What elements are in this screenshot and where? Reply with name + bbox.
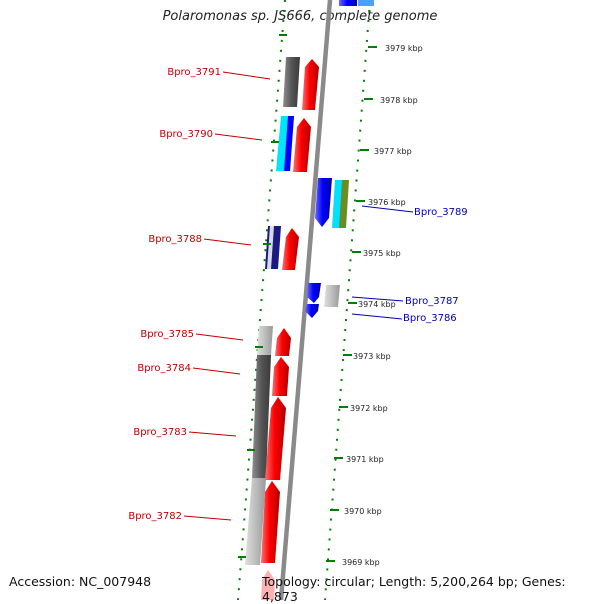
label-bpro-3786[interactable]: Bpro_3786: [403, 313, 457, 324]
gene-bpro-3789[interactable]: [315, 178, 332, 227]
tick-label-3976: 3976 kbp: [368, 198, 406, 207]
tick-label-3978: 3978 kbp: [380, 96, 418, 105]
left-tick-rail: [237, 0, 286, 600]
tick-label-3974: 3974 kbp: [358, 300, 396, 309]
gene-bpro-3784[interactable]: [272, 357, 289, 396]
tick-label-3975: 3975 kbp: [363, 249, 401, 258]
gene-bpro-3790[interactable]: [293, 118, 311, 172]
leader-bpro-3784: [192, 367, 241, 375]
leader-bpro-3790: [214, 133, 263, 141]
gene-bpro-3791-gray[interactable]: [283, 57, 300, 107]
genome-backbone: [278, 0, 333, 600]
label-bpro-3784[interactable]: Bpro_3784: [137, 363, 191, 374]
gene-bpro-3784-gray[interactable]: [252, 355, 271, 478]
gene-bpro-3790-blue[interactable]: [284, 116, 294, 171]
leader-bpro-3785: [195, 333, 244, 341]
leader-bpro-3788: [203, 238, 252, 246]
accession-text: Accession: NC_007948: [9, 574, 152, 589]
label-bpro-3789[interactable]: Bpro_3789: [414, 207, 468, 218]
gene-bpro-3788-stripe[interactable]: [267, 226, 274, 269]
label-bpro-3791[interactable]: Bpro_3791: [167, 67, 221, 78]
gene-bpro-3782-gray[interactable]: [245, 478, 266, 565]
leader-bpro-3782: [183, 515, 232, 521]
tick-label-3970: 3970 kbp: [344, 507, 382, 516]
gene-bpro-3786[interactable]: [305, 304, 319, 318]
tick-label-3971: 3971 kbp: [346, 455, 384, 464]
gene-bpro-3785[interactable]: [275, 328, 291, 356]
label-bpro-3782[interactable]: Bpro_3782: [128, 511, 182, 522]
gene-bpro-3787-gray[interactable]: [324, 285, 340, 307]
gene-top-lightblue[interactable]: [358, 0, 374, 6]
label-bpro-3787[interactable]: Bpro_3787: [405, 296, 459, 307]
gene-bpro-3783[interactable]: [265, 397, 286, 480]
tick-label-3973: 3973 kbp: [353, 352, 391, 361]
gene-bpro-3785-gray[interactable]: [257, 326, 273, 355]
right-tick-rail: [324, 0, 371, 600]
leader-bpro-3786: [351, 313, 403, 320]
tick-label-3977: 3977 kbp: [374, 147, 412, 156]
tick-label-3969: 3969 kbp: [342, 558, 380, 567]
leader-bpro-3783: [188, 431, 237, 437]
label-bpro-3790[interactable]: Bpro_3790: [159, 129, 213, 140]
gene-top-blue[interactable]: [339, 0, 357, 6]
label-bpro-3783[interactable]: Bpro_3783: [133, 427, 187, 438]
gene-bpro-3782[interactable]: [261, 481, 280, 563]
leader-bpro-3787: [351, 296, 404, 302]
major-ticks: [238, 34, 377, 562]
tick-label-3972: 3972 kbp: [350, 404, 388, 413]
gene-bpro-3791[interactable]: [302, 59, 319, 110]
gene-bpro-3787[interactable]: [307, 283, 321, 303]
gene-bpro-3788[interactable]: [282, 228, 299, 270]
tick-label-3979: 3979 kbp: [385, 44, 423, 53]
leader-bpro-3791: [222, 71, 271, 80]
label-bpro-3788[interactable]: Bpro_3788: [148, 234, 202, 245]
leader-bpro-3789: [361, 205, 414, 213]
gene-bpro-3789-olive[interactable]: [339, 180, 349, 228]
label-bpro-3785[interactable]: Bpro_3785: [140, 329, 194, 340]
gene-bottom-partial[interactable]: [261, 570, 275, 600]
